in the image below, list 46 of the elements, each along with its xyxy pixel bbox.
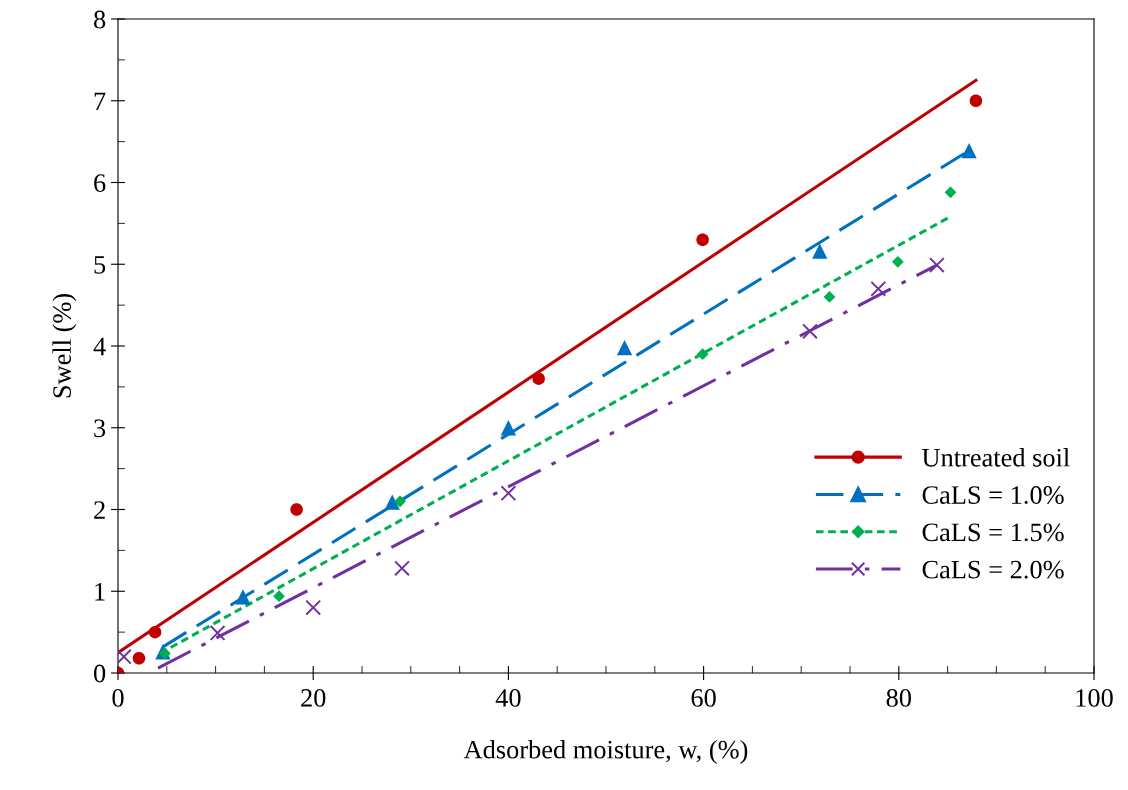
point (394, 560, 410, 577)
point (696, 233, 709, 246)
point (209, 625, 226, 641)
point (394, 495, 406, 508)
point (928, 257, 945, 273)
x-tick-label: 60 (691, 689, 716, 707)
point (500, 420, 517, 436)
point (148, 625, 162, 639)
point (696, 348, 709, 361)
point (305, 599, 322, 616)
y-tick-label: 3 (94, 419, 106, 438)
y-tick-label: 5 (94, 256, 106, 274)
point (944, 186, 957, 199)
point (961, 142, 977, 159)
x-tick-label: 40 (495, 689, 521, 707)
point (532, 372, 545, 385)
legend-label: Untreated soil (922, 448, 1070, 467)
y-tick-label: 6 (94, 174, 106, 192)
point (273, 590, 285, 603)
y-tick-label: 8 (94, 10, 106, 29)
legend-label: CaLS = 1.0% (922, 486, 1064, 505)
point (812, 243, 828, 259)
point (823, 291, 836, 303)
y-tick-label: 1 (95, 582, 105, 601)
legend-label: CaLS = 2.0% (922, 560, 1064, 579)
y-tick-label: 2 (94, 501, 105, 519)
point (616, 340, 633, 356)
y-axis-title: Swell (%) (52, 294, 77, 398)
point (969, 94, 983, 107)
y-tick-label: 7 (94, 92, 106, 110)
point (384, 494, 400, 510)
point (290, 503, 303, 516)
point (802, 323, 818, 340)
point (235, 589, 251, 605)
x-tick-label: 0 (112, 689, 124, 707)
x-tick-label: 20 (301, 689, 326, 707)
point (132, 652, 146, 665)
x-tick-label: 100 (1076, 689, 1113, 707)
y-tick-label: 4 (93, 337, 106, 356)
y-tick-label: 0 (94, 664, 106, 683)
point (870, 280, 887, 297)
x-axis-title: Adsorbed moisture, w, (%) (463, 739, 748, 764)
x-tick-label: 80 (886, 689, 911, 707)
legend-label: CaLS = 1.5% (922, 523, 1064, 542)
point (891, 255, 904, 268)
point (500, 485, 517, 502)
